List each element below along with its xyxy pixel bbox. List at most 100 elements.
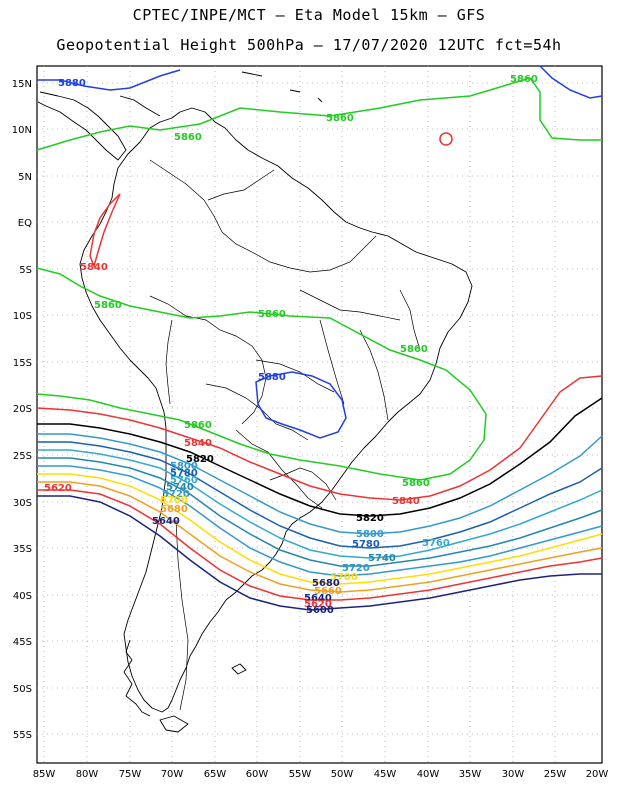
- contour-label-5700: 5700: [330, 572, 358, 583]
- lat-label: 55S: [13, 730, 32, 741]
- lat-label: 40S: [13, 591, 32, 602]
- contour-label-5740: 5740: [166, 482, 194, 493]
- contour-label-5860: 5860: [400, 344, 428, 355]
- lat-label: 35S: [13, 544, 32, 555]
- brazil-state-border: [319, 319, 345, 405]
- contour-5880-north: [37, 69, 181, 91]
- lon-label: 75W: [119, 769, 142, 780]
- contour-label-5800: 5800: [356, 529, 384, 540]
- chart-title-line1: CPTEC/INPE/MCT – Eta Model 15km – GFS: [132, 6, 486, 24]
- contour-5840-ecuador: [89, 193, 121, 269]
- contour-label-5760: 5760: [422, 538, 450, 549]
- contour-5840-closed-atlantic: [439, 132, 453, 146]
- lon-label: 40W: [417, 769, 440, 780]
- country-border: [207, 169, 275, 201]
- lat-label: 25S: [13, 451, 32, 462]
- contour-label-5760: 5760: [170, 475, 198, 486]
- chile-coast-islands: [123, 639, 151, 717]
- latitude-labels: 15N 10N 5N EQ 5S 10S 15S 20S 25S 30S 35S…: [12, 79, 32, 741]
- contour-5660: [37, 489, 603, 601]
- brazil-state-border: [399, 289, 421, 351]
- contour-label-5600: 5600: [306, 605, 334, 616]
- lat-lon-grid: [37, 66, 602, 763]
- lat-label: 30S: [13, 498, 32, 509]
- contour-label-5840: 5840: [392, 496, 420, 507]
- contour-5780: [37, 441, 603, 549]
- contour-label-5780: 5780: [170, 468, 198, 479]
- contour-5760: [37, 449, 603, 559]
- lat-label: 5S: [19, 265, 32, 276]
- contour-5720: [37, 465, 603, 577]
- contour-5820: [37, 397, 603, 517]
- contour-label-5840: 5840: [184, 438, 212, 449]
- geopotential-contours: [36, 65, 603, 611]
- contour-label-5820: 5820: [186, 454, 214, 465]
- central-america-coastline: [119, 95, 161, 117]
- contour-5880-brazil: [255, 371, 347, 439]
- caribbean-islands: [289, 89, 301, 93]
- contour-label-5740: 5740: [368, 553, 396, 564]
- contour-label-5640: 5640: [304, 593, 332, 604]
- contour-label-5880: 5880: [58, 78, 86, 89]
- lat-label: EQ: [18, 218, 32, 229]
- contour-5800: [37, 433, 603, 535]
- lon-label: 60W: [246, 769, 269, 780]
- lon-label: 50W: [331, 769, 354, 780]
- lon-label: 20W: [586, 769, 609, 780]
- contour-label-5620: 5620: [304, 599, 332, 610]
- contour-label-5860: 5860: [510, 74, 538, 85]
- contour-label-5860: 5860: [258, 309, 286, 320]
- country-border: [165, 319, 173, 405]
- coastline: [37, 71, 473, 733]
- contour-label-5780: 5780: [352, 539, 380, 550]
- contour-label-5680: 5680: [160, 504, 188, 515]
- contour-label-5680: 5680: [312, 578, 340, 589]
- lat-label: 5N: [18, 172, 32, 183]
- lon-label: 25W: [544, 769, 567, 780]
- contour-label-5820: 5820: [356, 513, 384, 524]
- lon-label: 70W: [161, 769, 184, 780]
- lat-label: 50S: [13, 684, 32, 695]
- lat-label: 20S: [13, 404, 32, 415]
- map-frame: [36, 65, 603, 764]
- lat-label: 10N: [12, 125, 32, 136]
- brazil-state-border: [255, 359, 335, 393]
- contour-label-5860: 5860: [326, 113, 354, 124]
- longitude-labels: 85W 80W 75W 70W 65W 60W 55W 50W 45W 40W …: [33, 769, 609, 780]
- contour-label-5620: 5620: [44, 483, 72, 494]
- contour-label-5720: 5720: [342, 563, 370, 574]
- contour-label-5720: 5720: [162, 489, 190, 500]
- country-border: [235, 429, 323, 509]
- lon-label: 30W: [502, 769, 525, 780]
- contour-label-5800: 5800: [170, 461, 198, 472]
- contour-labels: 5880 5860 5860 5860 5840 5860 5860 5860 …: [44, 74, 538, 616]
- caribbean-islands: [241, 71, 263, 77]
- lat-label: 45S: [13, 637, 32, 648]
- contour-5640: [37, 495, 602, 611]
- country-border: [149, 295, 267, 425]
- contour-5860-north: [36, 77, 602, 151]
- lon-label: 80W: [76, 769, 99, 780]
- country-border: [175, 519, 189, 711]
- contour-label-5840: 5840: [80, 262, 108, 273]
- south-america-coastline: [79, 107, 473, 713]
- tierra-del-fuego: [159, 715, 189, 733]
- brazil-state-border: [359, 329, 389, 421]
- contour-5840: [36, 375, 603, 501]
- lat-label: 10S: [13, 311, 32, 322]
- lon-label: 45W: [374, 769, 397, 780]
- contour-label-5860: 5860: [402, 478, 430, 489]
- contour-label-5700: 5700: [160, 495, 188, 506]
- lon-label: 35W: [459, 769, 482, 780]
- contour-5700: [37, 473, 603, 585]
- lat-label: 15N: [12, 79, 32, 90]
- contour-label-5860: 5860: [174, 132, 202, 143]
- contour-label-5860: 5860: [184, 420, 212, 431]
- falkland-islands: [231, 663, 247, 675]
- brazil-state-border: [299, 289, 401, 321]
- contour-5680: [37, 481, 603, 593]
- contour-label-5640: 5640: [152, 516, 180, 527]
- contour-label-5860: 5860: [94, 300, 122, 311]
- contour-5740: [37, 457, 603, 567]
